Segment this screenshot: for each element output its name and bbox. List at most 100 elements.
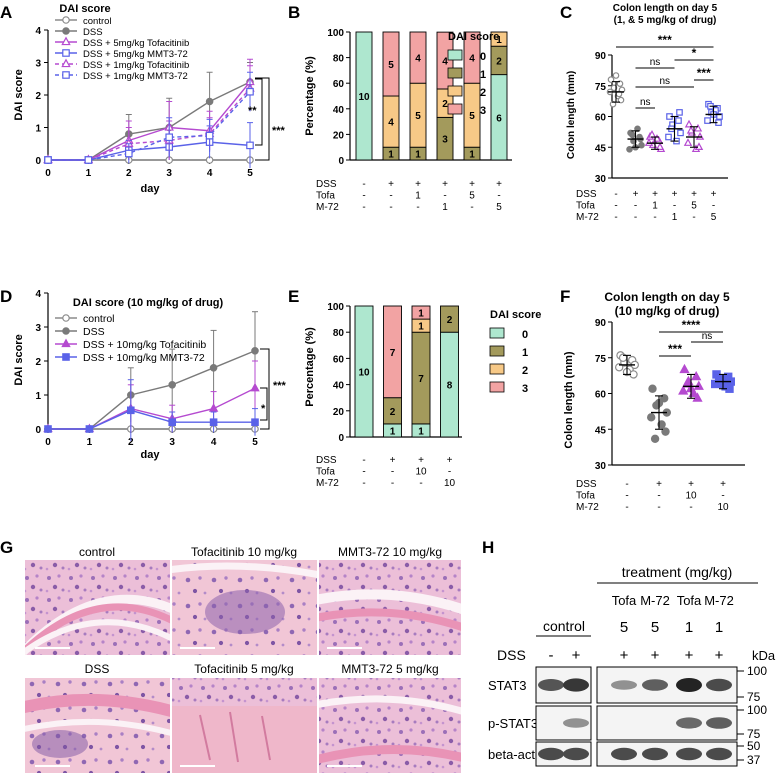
chart-f-group-1-point-6	[661, 427, 670, 436]
chart-f-ytick-label-3: 75	[595, 354, 607, 365]
chart-d-series-3-point-4	[209, 418, 218, 427]
chart-d-legend-2-label: DSS + 10mg/kg Tofacitinib	[83, 339, 206, 351]
chart-a-legend-5-label: DSS + 1mg/kg MMT3-72	[83, 71, 188, 82]
chart-c-sig-1-label: *	[692, 46, 697, 60]
chart-c-group-3-point-6	[676, 109, 683, 116]
chart-c-table-cell-2-1: -	[634, 212, 637, 223]
wb-dose-label-3: 1	[715, 619, 723, 636]
chart-e-legend-2-swatch	[489, 363, 505, 375]
chart-f-table-cell-2-0: -	[625, 502, 628, 513]
chart-b-bar-3-label-1: 3	[442, 135, 448, 146]
chart-f-table-row-0-label: DSS	[576, 479, 597, 490]
chart-e-table-cell-1-1: -	[391, 467, 394, 478]
wb-2-band-2	[611, 747, 637, 761]
chart-b-ytick-label-0: 0	[338, 156, 344, 167]
chart-e-bar-2-label-0: 1	[418, 426, 424, 437]
chart-f-group-1-point-1	[660, 394, 669, 403]
histology-panel: control Tofacitinib 10 mg/kg MMT3-72 10 …	[25, 545, 461, 773]
chart-a-legend-5-marker	[62, 71, 70, 79]
wb-0-band-2	[611, 680, 637, 690]
wb-drug-label-2: Tofa	[677, 593, 702, 608]
chart-c-table-cell-1-1: -	[634, 201, 637, 212]
chart-a-xtick-label-3: 3	[166, 168, 172, 179]
chart-c-group-0-point-6	[617, 96, 625, 104]
chart-c-sig-4-label: ***	[697, 66, 711, 80]
chart-a-series-5-point-1	[84, 156, 93, 164]
wb-drug-label-1: M-72	[640, 593, 670, 608]
chart-e-ylabel: Percentage (%)	[304, 327, 316, 407]
wb-treatment-label: treatment (mg/kg)	[622, 564, 732, 580]
wb-dss-value-5: +	[715, 647, 724, 664]
chart-f-table-cell-0-1: +	[656, 479, 662, 490]
chart-e-bar-3-label-0: 8	[447, 381, 453, 392]
chart-c-group-3-point-3	[677, 129, 684, 137]
chart-a-series-5-point-2	[124, 149, 133, 158]
chart-b-table-cell-0-4: +	[469, 179, 475, 190]
chart-b-bar-5-label-2: 1	[496, 35, 502, 46]
chart-a-ytick-label-2: 2	[35, 91, 41, 102]
chart-f-group-1-point-4	[647, 413, 656, 422]
chart-a-ytick-label-1: 1	[35, 124, 41, 135]
chart-c-group-3-point-1	[675, 117, 682, 124]
chart-f-sig-0-label: ****	[682, 318, 701, 332]
chart-f-table-cell-2-3: 10	[717, 502, 729, 513]
chart-b-bar-5-label-0: 6	[496, 113, 502, 124]
chart-c: Colon length on day 5 (1, & 5 mg/kg of d…	[566, 3, 728, 223]
chart-e-legend-1-label: 1	[522, 347, 528, 359]
chart-c-table-cell-0-3: +	[672, 189, 678, 200]
chart-a-legend-4-marker	[61, 58, 71, 68]
chart-c-ytick-label-0: 30	[595, 174, 607, 185]
chart-d-title: DAI score (10 mg/kg of drug)	[73, 297, 224, 309]
chart-b-bar-3-label-3: 4	[442, 57, 448, 68]
chart-d-series-3-point-0	[44, 425, 52, 433]
chart-e-ytick-label-0: 0	[338, 433, 344, 444]
wb-1-band-4	[676, 717, 702, 729]
chart-b-ytick-label-3: 60	[333, 79, 345, 90]
chart-c-group-1-point-5	[634, 125, 641, 133]
chart-f-ytick-label-1: 45	[595, 425, 607, 436]
chart-e-legend-2-label: 2	[522, 365, 528, 377]
chart-e-table-cell-1-2: 10	[415, 467, 427, 478]
chart-a-series-5-point-5	[246, 87, 254, 96]
chart-a-legend-0-label: control	[83, 16, 112, 27]
chart-b-ylabel: Percentage (%)	[304, 56, 316, 136]
wb-dose-label-0: 5	[620, 619, 628, 636]
chart-f-title: Colon length on day 5	[604, 290, 730, 304]
chart-e-ytick-label-4: 80	[333, 328, 345, 339]
chart-c-group-4-point-3	[695, 132, 705, 140]
chart-e-table-cell-0-3: +	[447, 455, 453, 466]
chart-b-table-cell-0-3: +	[442, 179, 448, 190]
chart-a-legend-0-marker	[62, 16, 70, 24]
chart-e-legend-3-label: 3	[522, 383, 528, 395]
chart-a-legend-1-label: DSS	[83, 27, 103, 38]
chart-a-xtick-label-1: 1	[86, 168, 92, 179]
chart-e-legend-0-label: 0	[522, 329, 528, 341]
chart-c-table-cell-2-2: -	[653, 212, 656, 223]
chart-b-table-cell-0-5: +	[496, 179, 502, 190]
wb-0-band-3	[642, 679, 668, 691]
chart-a-series-4-line	[48, 88, 251, 161]
chart-c-title: Colon length on day 5	[613, 3, 718, 14]
chart-f-table-cell-0-3: +	[720, 479, 726, 490]
chart-c-group-4-point-7	[686, 125, 696, 134]
chart-c-group-0-point-0	[607, 76, 615, 83]
chart-c-group-4-point-6	[694, 142, 704, 151]
chart-e-table-cell-1-3: -	[448, 467, 451, 478]
chart-a-xtick-label-2: 2	[126, 168, 132, 179]
chart-d-ytick-label-1: 1	[35, 391, 41, 402]
chart-c-table-cell-0-5: +	[711, 189, 717, 200]
chart-f-ylabel: Colon length (mm)	[563, 351, 575, 448]
chart-d-legend-3-label: DSS + 10mg/kg MMT3-72	[83, 352, 205, 364]
chart-a-legend-2-marker	[61, 36, 71, 46]
chart-c-group-1-point-4	[626, 146, 633, 153]
chart-e-table-row-2-label: M-72	[316, 478, 339, 489]
chart-f-sig-1-label: ***	[668, 342, 682, 356]
panel-letter-h: H	[482, 538, 494, 557]
chart-d-series-3-point-5	[251, 418, 259, 427]
wb-1-marker-label-1: 75	[747, 727, 761, 741]
chart-d-legend-3-marker	[62, 353, 70, 361]
chart-d-series-3-point-1	[85, 425, 94, 433]
chart-f-ytick-label-0: 30	[595, 461, 607, 472]
chart-b-table-cell-2-0: -	[362, 202, 365, 213]
